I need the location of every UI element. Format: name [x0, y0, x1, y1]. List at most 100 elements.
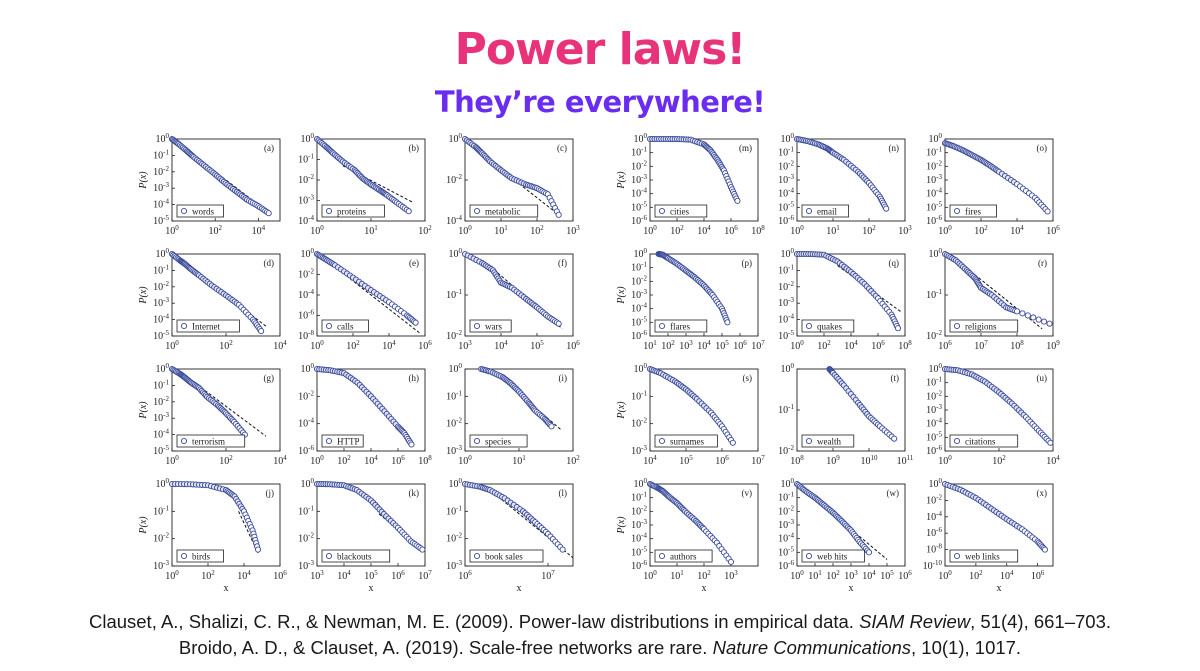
y-tick-label: 10-6 — [631, 559, 647, 572]
data-point — [1035, 316, 1042, 323]
x-tick-label: 102 — [530, 224, 544, 237]
y-tick-label: 10-2 — [298, 268, 314, 281]
panel-label: (f) — [558, 258, 567, 268]
y-tick-label: 10-3 — [153, 411, 169, 424]
panel-label: (g) — [264, 373, 275, 383]
y-tick-label: 10-1 — [631, 389, 647, 402]
panel-label: (c) — [557, 143, 567, 153]
x-tick-label: 104 — [643, 454, 657, 467]
legend-label: cities — [670, 207, 689, 217]
x-tick-label: 107 — [418, 569, 432, 582]
x-tick-label: 105 — [715, 339, 729, 352]
x-tick-label: 100 — [790, 569, 804, 582]
fit-line — [837, 265, 902, 313]
data-point — [559, 546, 566, 553]
y-tick-label: 10-3 — [926, 173, 942, 186]
y-tick-label: 10-2 — [298, 389, 314, 402]
legend-box — [801, 204, 849, 218]
y-tick-label: 10-6 — [778, 559, 794, 572]
y-tick-label: 100 — [781, 247, 795, 260]
data-point — [1024, 312, 1031, 319]
y-tick-label: 10-1 — [298, 153, 314, 166]
y-tick-label: 10-1 — [926, 288, 942, 301]
legend-label: species — [485, 437, 511, 447]
y-axis-label: P(x) — [138, 286, 149, 305]
legend-marker — [180, 322, 188, 330]
y-tick-label: 10-4 — [153, 428, 169, 441]
x-tick-label: 106 — [733, 339, 747, 352]
data-point — [555, 211, 562, 218]
y-axis-label: P(x) — [138, 516, 149, 535]
x-axis-label: x — [702, 583, 707, 594]
legend-label: wealth — [817, 437, 841, 447]
legend-box — [321, 434, 364, 448]
y-tick-label: 10-2 — [153, 395, 169, 408]
y-tick-label: 10-5 — [153, 329, 169, 342]
legend-marker — [953, 552, 961, 560]
data-point — [865, 549, 873, 556]
y-tick-label: 100 — [929, 477, 943, 490]
x-tick-label: 102 — [697, 569, 711, 582]
legend-marker — [325, 552, 333, 560]
x-tick-label: 103 — [724, 569, 738, 582]
legend-label: birds — [192, 552, 210, 562]
x-tick-label: 104 — [364, 454, 378, 467]
x-tick-label: 100 — [643, 224, 657, 237]
fit-line — [238, 511, 259, 554]
data-point — [729, 439, 736, 446]
y-tick-label: 10-2 — [446, 173, 462, 186]
y-tick-label: 10-2 — [631, 417, 647, 430]
legend-marker — [805, 322, 813, 330]
y-tick-label: 100 — [929, 247, 943, 260]
legend-box — [176, 549, 224, 563]
legend-marker — [805, 437, 813, 445]
y-tick-label: 100 — [156, 362, 170, 375]
y-tick-label: 10-4 — [926, 187, 942, 200]
x-tick-label: 102 — [670, 224, 684, 237]
y-tick-label: 10-4 — [298, 288, 314, 301]
y-tick-label: 10-8 — [926, 543, 942, 556]
x-tick-label: 100 — [165, 339, 179, 352]
panel-label: (v) — [742, 488, 753, 498]
x-tick-label: 102 — [418, 224, 432, 237]
y-axis-label: P(x) — [616, 516, 627, 535]
legend-marker — [180, 437, 188, 445]
legend-marker — [953, 437, 961, 445]
legend-label: wars — [485, 322, 502, 332]
x-tick-label: 100 — [310, 224, 324, 237]
panel-label: (n) — [889, 143, 900, 153]
y-tick-label: 10-1 — [778, 146, 794, 159]
y-tick-label: 10-10 — [923, 559, 943, 572]
legend-box — [176, 319, 240, 333]
panel-label: (t) — [891, 373, 900, 383]
x-tick-label: 102 — [208, 224, 222, 237]
x-tick-label: 102 — [337, 454, 351, 467]
x-tick-label: 107 — [751, 454, 765, 467]
legend-box — [949, 434, 1019, 448]
y-tick-label: 10-4 — [778, 532, 794, 545]
legend-label: metabolic — [485, 207, 521, 217]
x-tick-label: 106 — [566, 339, 580, 352]
legend-box — [469, 319, 512, 333]
legend-box — [469, 434, 528, 448]
y-tick-label: 10-3 — [446, 444, 462, 457]
x-tick-label: 103 — [310, 569, 324, 582]
x-tick-label: 102 — [346, 339, 360, 352]
panel-label: (k) — [409, 488, 420, 498]
legend-marker — [953, 207, 961, 215]
y-tick-label: 10-5 — [153, 214, 169, 227]
y-axis-label: P(x) — [138, 401, 149, 420]
panel-label: (w) — [887, 488, 900, 498]
x-tick-label: 102 — [817, 339, 831, 352]
x-tick-label: 105 — [364, 569, 378, 582]
data-point — [254, 546, 262, 553]
legend-box — [801, 549, 865, 563]
legend-marker — [473, 207, 481, 215]
panel-label: (d) — [264, 258, 275, 268]
y-axis-label: P(x) — [616, 401, 627, 420]
data-point — [265, 210, 272, 217]
